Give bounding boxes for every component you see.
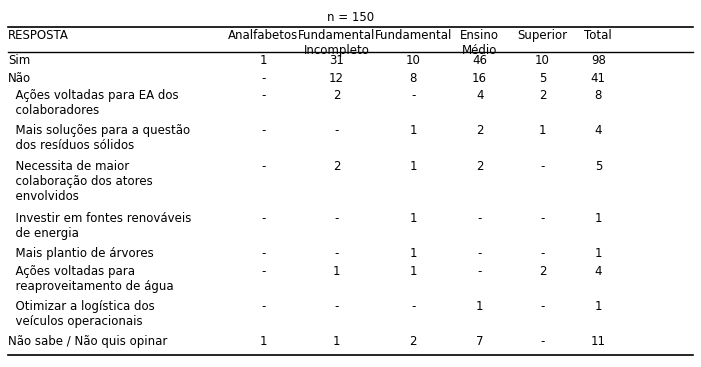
Text: 4: 4	[594, 265, 602, 278]
Text: Necessita de maior
  colaboração dos atores
  envolvidos: Necessita de maior colaboração dos atore…	[8, 160, 153, 203]
Text: -: -	[540, 212, 545, 225]
Text: -: -	[411, 89, 416, 102]
Text: 4: 4	[594, 124, 602, 138]
Text: 31: 31	[329, 54, 344, 67]
Text: Fundamental
Incompleto: Fundamental Incompleto	[298, 29, 375, 57]
Text: Otimizar a logística dos
  veículos operacionais: Otimizar a logística dos veículos operac…	[8, 300, 155, 328]
Text: -: -	[261, 300, 266, 313]
Text: 10: 10	[535, 54, 550, 67]
Text: -: -	[334, 124, 339, 138]
Text: -: -	[261, 160, 266, 172]
Text: 1: 1	[409, 124, 417, 138]
Text: Ações voltadas para
  reaproveitamento de água: Ações voltadas para reaproveitamento de …	[8, 265, 174, 293]
Text: Mais soluções para a questão
  dos resíduos sólidos: Mais soluções para a questão dos resíduo…	[8, 124, 191, 152]
Text: 1: 1	[333, 265, 340, 278]
Text: 1: 1	[409, 247, 417, 261]
Text: Fundamental: Fundamental	[374, 29, 452, 42]
Text: 1: 1	[594, 247, 602, 261]
Text: -: -	[477, 265, 482, 278]
Text: -: -	[261, 124, 266, 138]
Text: n = 150: n = 150	[327, 11, 374, 24]
Text: 41: 41	[591, 72, 606, 85]
Text: 1: 1	[409, 265, 417, 278]
Text: Ensino
Médio: Ensino Médio	[460, 29, 499, 57]
Text: 12: 12	[329, 72, 344, 85]
Text: -: -	[334, 212, 339, 225]
Text: 2: 2	[539, 265, 546, 278]
Text: 46: 46	[472, 54, 487, 67]
Text: 2: 2	[476, 124, 484, 138]
Text: 7: 7	[476, 335, 484, 348]
Text: RESPOSTA: RESPOSTA	[8, 29, 69, 42]
Text: 1: 1	[409, 160, 417, 172]
Text: Não sabe / Não quis opinar: Não sabe / Não quis opinar	[8, 335, 168, 348]
Text: -: -	[540, 160, 545, 172]
Text: 16: 16	[472, 72, 487, 85]
Text: 1: 1	[594, 212, 602, 225]
Text: Superior: Superior	[517, 29, 568, 42]
Text: 1: 1	[259, 335, 267, 348]
Text: -: -	[334, 300, 339, 313]
Text: 10: 10	[406, 54, 421, 67]
Text: 2: 2	[476, 160, 484, 172]
Text: 1: 1	[259, 54, 267, 67]
Text: -: -	[261, 265, 266, 278]
Text: Investir em fontes renováveis
  de energia: Investir em fontes renováveis de energia	[8, 212, 192, 240]
Text: 2: 2	[539, 89, 546, 102]
Text: 98: 98	[591, 54, 606, 67]
Text: 2: 2	[333, 89, 340, 102]
Text: -: -	[261, 89, 266, 102]
Text: Não: Não	[8, 72, 32, 85]
Text: Total: Total	[585, 29, 612, 42]
Text: Ações voltadas para EA dos
  colaboradores: Ações voltadas para EA dos colaboradores	[8, 89, 179, 117]
Text: -: -	[477, 247, 482, 261]
Text: 1: 1	[333, 335, 340, 348]
Text: 5: 5	[539, 72, 546, 85]
Text: 4: 4	[476, 89, 484, 102]
Text: 2: 2	[333, 160, 340, 172]
Text: 1: 1	[476, 300, 484, 313]
Text: 1: 1	[539, 124, 546, 138]
Text: 8: 8	[594, 89, 602, 102]
Text: 8: 8	[409, 72, 417, 85]
Text: -: -	[540, 247, 545, 261]
Text: 11: 11	[591, 335, 606, 348]
Text: -: -	[261, 72, 266, 85]
Text: 1: 1	[594, 300, 602, 313]
Text: -: -	[411, 300, 416, 313]
Text: 2: 2	[409, 335, 417, 348]
Text: -: -	[261, 247, 266, 261]
Text: -: -	[334, 247, 339, 261]
Text: -: -	[540, 300, 545, 313]
Text: Sim: Sim	[8, 54, 31, 67]
Text: 5: 5	[594, 160, 602, 172]
Text: -: -	[261, 212, 266, 225]
Text: 1: 1	[409, 212, 417, 225]
Text: Analfabetos: Analfabetos	[228, 29, 299, 42]
Text: -: -	[540, 335, 545, 348]
Text: -: -	[477, 212, 482, 225]
Text: Mais plantio de árvores: Mais plantio de árvores	[8, 247, 154, 261]
